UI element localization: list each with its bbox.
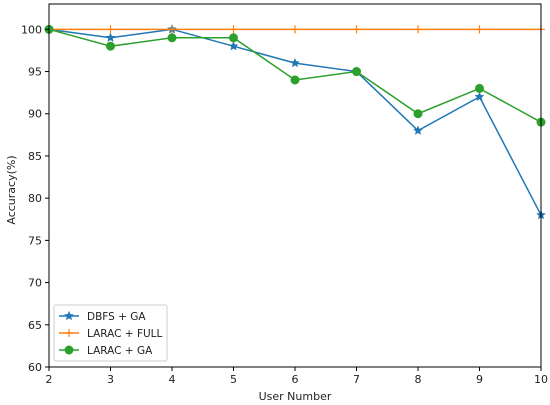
legend-marker-larac-ga (64, 345, 74, 355)
series-larac-full (45, 25, 545, 34)
data-point-dbfs-ga (228, 40, 239, 51)
data-point-dbfs-ga (105, 32, 116, 43)
y-tick-label: 75 (28, 234, 42, 247)
data-point-dbfs-ga (289, 57, 301, 68)
legend-label-larac-ga: LARAC + GA (87, 345, 153, 357)
legend-marker-larac-full (65, 329, 73, 337)
data-point-larac-ga (290, 75, 300, 85)
y-axis-title: Accuracy(%) (5, 155, 18, 224)
data-point-larac-full (168, 25, 176, 34)
legend-label-dbfs-ga: DBFS + GA (87, 311, 146, 323)
x-tick-label: 7 (353, 373, 360, 386)
series-dbfs-ga (43, 24, 547, 220)
legend: DBFS + GA LARAC + FULL LARAC + GA (53, 304, 168, 362)
legend-box (53, 304, 168, 362)
axes: 2 3 4 5 6 7 8 9 10 60 65 70 75 80 85 90 95 100 (21, 3, 548, 386)
x-tick-label: 9 (476, 373, 483, 386)
y-tick-label: 70 (28, 277, 42, 290)
y-tick-label: 100 (21, 23, 42, 36)
x-axis-title: User Number (259, 390, 332, 403)
x-tick-label: 3 (107, 373, 114, 386)
data-point-dbfs-ga (412, 125, 424, 135)
data-point-larac-full (106, 25, 115, 34)
data-point-larac-full (229, 25, 238, 34)
y-tick-label: 60 (28, 361, 42, 374)
legend-label-larac-full: LARAC + FULL (87, 328, 163, 340)
x-tick-label: 10 (534, 373, 548, 386)
data-point-dbfs-ga (474, 91, 485, 102)
y-tick-label: 90 (28, 108, 42, 121)
y-tick-label: 85 (28, 150, 42, 163)
series-line-dbfs-ga (48, 28, 542, 216)
plot-area (43, 24, 547, 220)
series-larac-ga (44, 24, 546, 127)
data-point-larac-ga (475, 83, 484, 93)
data-point-larac-full (475, 25, 484, 34)
y-tick-label: 95 (28, 66, 42, 79)
data-point-larac-full (414, 25, 422, 34)
data-point-larac-ga (229, 33, 238, 43)
x-tick-label: 8 (415, 373, 422, 386)
x-tick-label: 4 (169, 373, 176, 386)
data-point-larac-ga (352, 67, 361, 77)
x-tick-label: 6 (292, 373, 299, 386)
y-tick-label: 65 (28, 319, 42, 332)
y-tick-label: 80 (28, 192, 42, 205)
data-point-larac-full (291, 25, 299, 34)
data-point-larac-ga (167, 33, 177, 43)
x-tick-label: 2 (46, 373, 53, 386)
data-point-larac-full (352, 25, 361, 34)
data-point-larac-ga (106, 41, 115, 51)
x-tick-label: 5 (230, 373, 237, 386)
data-point-larac-ga (413, 109, 423, 119)
legend-marker-dbfs-ga (63, 310, 75, 321)
